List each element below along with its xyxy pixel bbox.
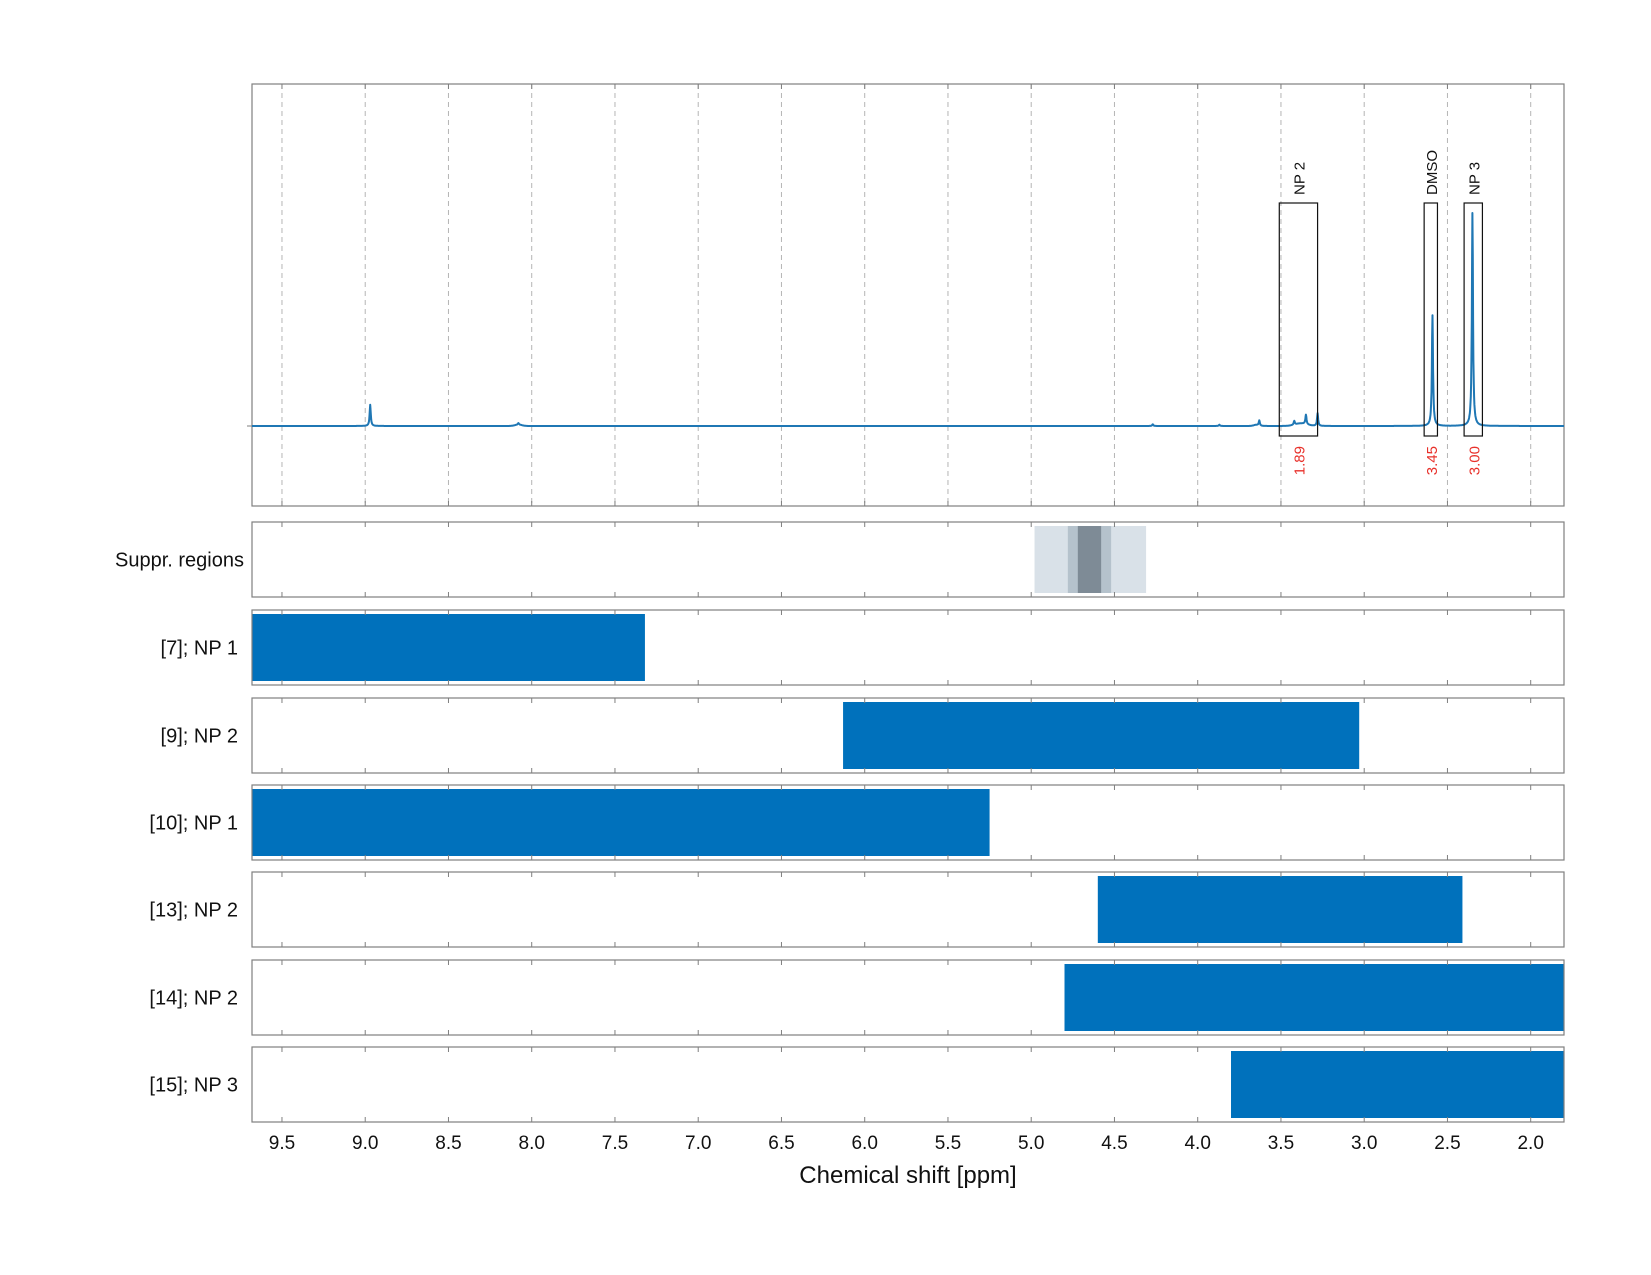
integral-value: 3.00 xyxy=(1466,446,1483,475)
range-bar xyxy=(843,702,1360,769)
range-row: [9]; NP 2 xyxy=(161,697,1565,774)
x-tick-label: 4.5 xyxy=(1101,1133,1127,1154)
range-row-frame xyxy=(251,871,1565,948)
peak-region: DMSO 3.45 xyxy=(1423,150,1441,475)
peak-region-box xyxy=(1423,202,1439,437)
range-row-frame xyxy=(251,784,1565,861)
x-tick-label: 8.5 xyxy=(435,1133,461,1154)
peak-region: NP 3 3.00 xyxy=(1463,162,1484,475)
x-tick-label: 9.0 xyxy=(352,1133,378,1154)
range-bar xyxy=(1097,876,1463,943)
integral-value: 1.89 xyxy=(1291,446,1308,475)
x-tick-label: 8.0 xyxy=(519,1133,545,1154)
x-tick-label: 5.5 xyxy=(935,1133,961,1154)
range-row-frame xyxy=(251,1046,1565,1123)
x-tick-label: 6.0 xyxy=(851,1133,877,1154)
suppressed-band xyxy=(1077,526,1102,593)
range-row: [7]; NP 1 xyxy=(161,609,1565,686)
x-tick-label: 9.5 xyxy=(269,1133,295,1154)
spectrum-panel: NP 2 1.89 DMSO 3.45 NP 3 3.00 xyxy=(247,83,1565,507)
suppressed-frame xyxy=(251,521,1565,598)
range-rows-panel: [7]; NP 1 [9]; NP 2 [10]; NP 1 [13]; NP 2 [1… xyxy=(149,609,1565,1123)
peak-region: NP 2 1.89 xyxy=(1278,162,1319,475)
range-row-frame xyxy=(251,959,1565,1036)
range-row-label: [10]; NP 1 xyxy=(149,813,238,835)
spectrum-frame xyxy=(251,83,1565,507)
range-row-label: [15]; NP 3 xyxy=(149,1075,238,1097)
range-row-label: [7]; NP 1 xyxy=(161,638,238,660)
x-tick-label: 4.0 xyxy=(1184,1133,1210,1154)
range-row: [15]; NP 3 xyxy=(149,1046,1565,1123)
range-bar xyxy=(252,614,645,681)
x-tick-label: 3.0 xyxy=(1351,1133,1377,1154)
spectrum-trace xyxy=(251,212,1565,427)
integral-value: 3.45 xyxy=(1424,446,1441,475)
x-tick-label: 7.0 xyxy=(685,1133,711,1154)
range-bar xyxy=(1064,964,1564,1031)
x-tick-label: 2.0 xyxy=(1517,1133,1543,1154)
x-tick-label: 5.0 xyxy=(1018,1133,1044,1154)
suppressed-label: Suppr. regions xyxy=(115,550,244,572)
suppressed-regions-panel: Suppr. regions xyxy=(115,521,1565,598)
range-bar xyxy=(252,789,990,856)
x-axis-title: Chemical shift [ppm] xyxy=(799,1162,1016,1189)
x-tick-label: 7.5 xyxy=(602,1133,628,1154)
x-axis: 9.5 9.0 8.5 8.0 7.5 7.0 6.5 6.0 5.5 5.0 4.5 4.0 3.5 3… xyxy=(269,1133,1544,1189)
range-row-label: [14]; NP 2 xyxy=(149,988,238,1010)
x-tick-label: 2.5 xyxy=(1434,1133,1460,1154)
range-row-frame xyxy=(251,697,1565,774)
range-row: [14]; NP 2 xyxy=(149,959,1565,1036)
range-row-label: [9]; NP 2 xyxy=(161,726,238,748)
range-row: [13]; NP 2 xyxy=(149,871,1565,948)
range-row: [10]; NP 1 xyxy=(149,784,1565,861)
peak-region-label: DMSO xyxy=(1424,150,1441,195)
peak-region-label: NP 2 xyxy=(1291,162,1308,195)
x-tick-label: 6.5 xyxy=(768,1133,794,1154)
range-row-label: [13]; NP 2 xyxy=(149,900,238,922)
range-bar xyxy=(1231,1051,1564,1118)
peak-region-label: NP 3 xyxy=(1466,162,1483,195)
peak-region-box xyxy=(1463,202,1484,437)
peak-region-box xyxy=(1278,202,1319,437)
x-tick-label: 3.5 xyxy=(1268,1133,1294,1154)
range-row-frame xyxy=(251,609,1565,686)
